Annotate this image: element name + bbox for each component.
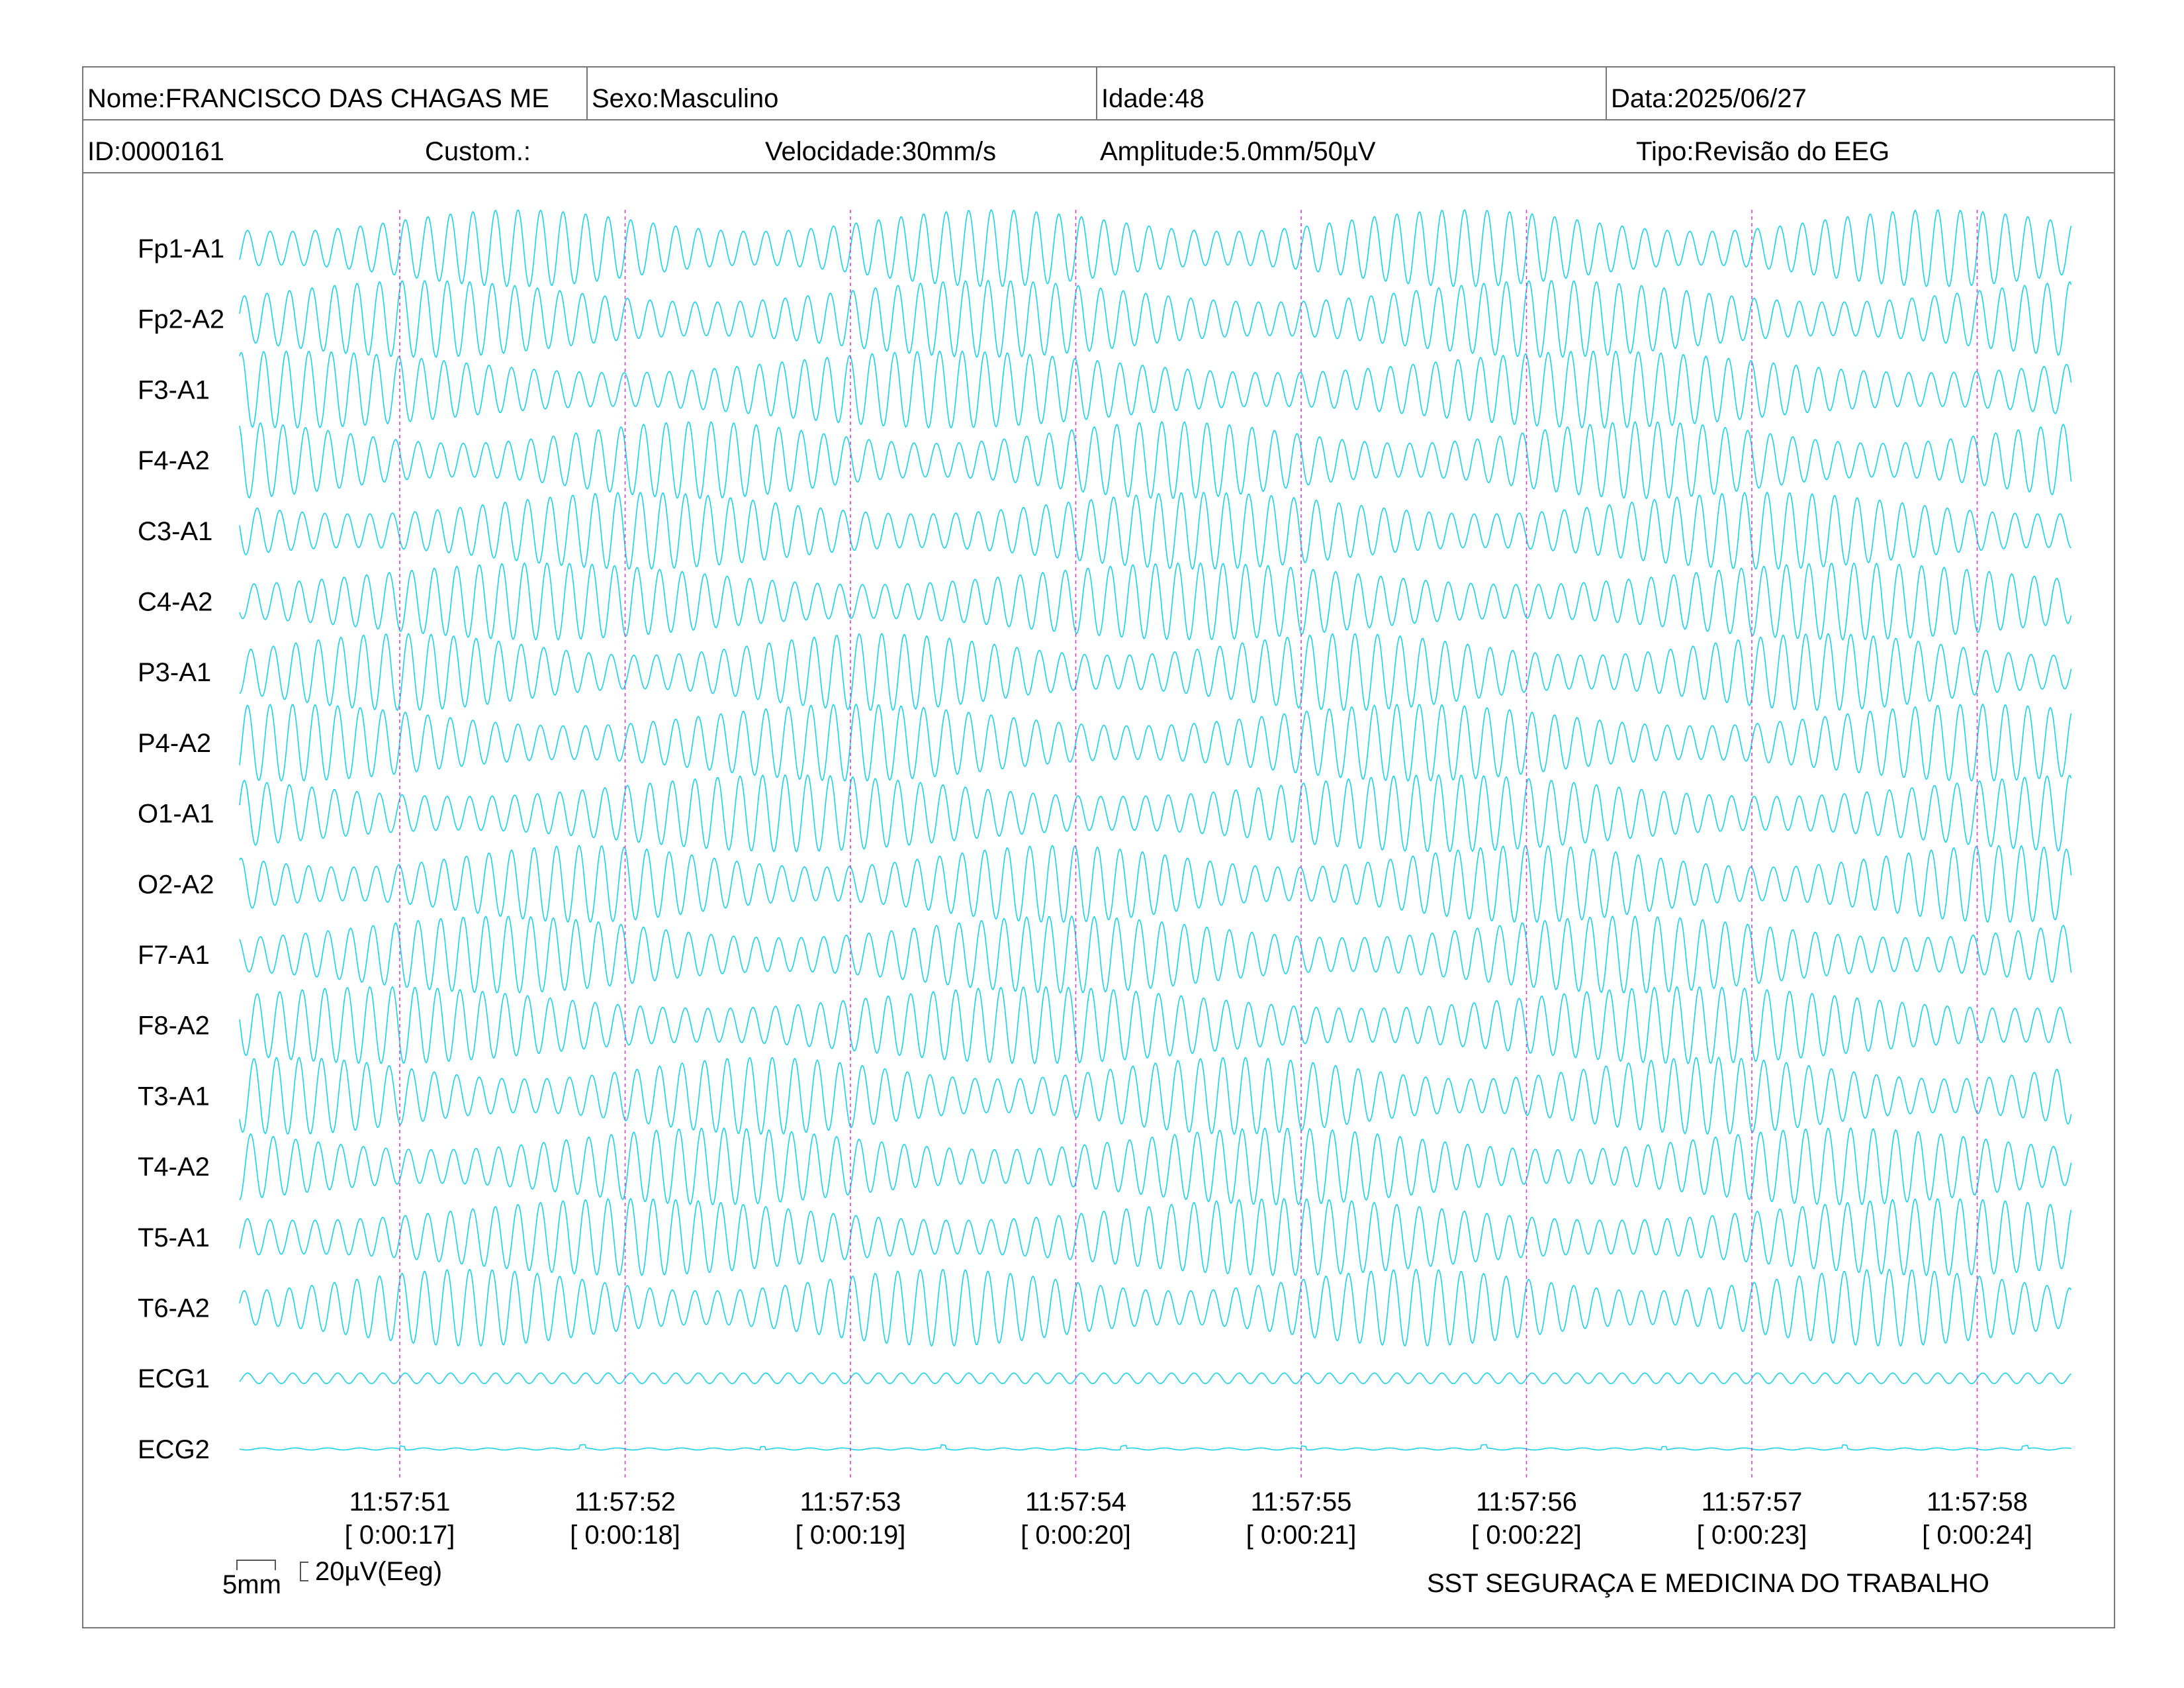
time-marker: 11:57:56 [ 0:00:22] [1471,210,1582,1550]
time-elapsed-label: [ 0:00:21] [1246,1521,1357,1550]
channel-label: O1-A1 [138,800,214,829]
patient-id: ID:0000161 [87,137,224,166]
channel-c3-a1: C3-A1 [138,491,2072,571]
trace-line [239,350,2072,429]
time-marker: 11:57:54 [ 0:00:20] [1021,210,1131,1550]
channel-label: F8-A2 [138,1011,210,1041]
channel-p4-a2: P4-A2 [138,703,2072,782]
channel-o2-a2: O2-A2 [138,844,2072,923]
trace-line [239,703,2072,782]
trace-line [239,1056,2072,1135]
channel-label: Fp2-A2 [138,305,224,334]
channel-label: T3-A1 [138,1082,210,1111]
time-clock-label: 11:57:57 [1702,1487,1803,1517]
channel-label: T4-A2 [138,1152,210,1182]
time-elapsed-label: [ 0:00:20] [1021,1521,1131,1550]
scale-bar-amplitude [300,1562,308,1581]
trace-line [239,420,2072,500]
time-clock-label: 11:57:51 [349,1487,451,1517]
trace-line [239,1444,2071,1451]
trace-line [239,562,2072,641]
channel-t6-a2: T6-A2 [138,1268,2072,1347]
time-clock-label: 11:57:56 [1476,1487,1577,1517]
trace-line [239,209,2072,288]
channel-label: ECG1 [138,1364,210,1393]
custom-field: Custom.: [425,137,531,166]
trace-line [239,491,2072,571]
time-elapsed-label: [ 0:00:18] [570,1521,680,1550]
channel-label: P4-A2 [138,729,211,758]
exam-date: Data:2025/06/27 [1606,68,2115,120]
eeg-report: Nome:FRANCISCO DAS CHAGAS ME Sexo:Mascul… [82,66,2115,1628]
time-marker: 11:57:58 [ 0:00:24] [1922,210,2032,1550]
channel-t3-a1: T3-A1 [138,1056,2072,1135]
channel-f3-a1: F3-A1 [138,350,2072,429]
trace-line [239,1372,2072,1385]
channel-label: P3-A1 [138,658,211,687]
time-elapsed-label: [ 0:00:19] [796,1521,906,1550]
channel-label: C4-A2 [138,588,212,617]
time-elapsed-label: [ 0:00:24] [1922,1521,2032,1550]
time-clock-label: 11:57:54 [1025,1487,1126,1517]
time-elapsed-label: [ 0:00:22] [1471,1521,1582,1550]
time-marker: 11:57:57 [ 0:00:23] [1697,210,1807,1550]
channel-t4-a2: T4-A2 [138,1127,2072,1206]
time-clock-label: 11:57:52 [574,1487,676,1517]
channel-label: Fp1-A1 [138,234,224,263]
trace-line [239,1197,2072,1277]
channel-label: F4-A2 [138,446,210,475]
channel-fp2-a2: Fp2-A2 [138,279,2072,359]
channel-f7-a1: F7-A1 [138,915,2072,994]
channel-ecg1: ECG1 [138,1364,2072,1393]
header-row-patient: Nome:FRANCISCO DAS CHAGAS ME Sexo:Mascul… [83,68,2114,120]
channel-c4-a2: C4-A2 [138,562,2072,641]
channel-o1-a1: O1-A1 [138,774,2072,853]
trace-line [239,774,2072,853]
time-clock-label: 11:57:55 [1251,1487,1352,1517]
time-elapsed-label: [ 0:00:23] [1697,1521,1807,1550]
channel-label: F3-A1 [138,375,210,404]
exam-type: Tipo:Revisão do EEG [1636,137,1890,166]
paper-speed: Velocidade:30mm/s [765,137,997,166]
channel-label: T6-A2 [138,1294,210,1323]
channel-ecg2: ECG2 [138,1435,2071,1464]
time-clock-label: 11:57:53 [800,1487,901,1517]
patient-age: Idade:48 [1096,68,1606,120]
time-marker: 11:57:51 [ 0:00:17] [345,210,455,1550]
trace-line [239,1127,2072,1206]
time-elapsed-label: [ 0:00:17] [345,1521,455,1550]
channel-f4-a2: F4-A2 [138,420,2072,500]
channel-p3-a1: P3-A1 [138,632,2072,712]
scale-amplitude-label: 20µV(Eeg) [315,1557,443,1586]
trace-line [239,986,2072,1065]
patient-sex: Sexo:Masculino [586,68,1096,120]
amplitude-setting: Amplitude:5.0mm/50µV [1100,137,1376,166]
channel-label: F7-A1 [138,941,210,970]
time-marker: 11:57:55 [ 0:00:21] [1246,210,1357,1550]
company-name: SST SEGURAÇA E MEDICINA DO TRABALHO [1427,1569,1989,1598]
time-marker: 11:57:52 [ 0:00:18] [570,210,680,1550]
header-row-exam: ID:0000161 Custom.: Velocidade:30mm/s Am… [83,120,2114,173]
patient-name: Nome:FRANCISCO DAS CHAGAS ME [87,84,549,113]
trace-line [239,632,2072,712]
channel-label: O2-A2 [138,870,214,899]
scale-bar-time [236,1560,276,1570]
channel-label: T5-A1 [138,1223,210,1252]
trace-line [239,279,2072,359]
eeg-chart: Fp1-A1 Fp2-A2 F3-A1 F4-A2 C3-A1 C4-A2 P3-A1 P4-… [138,209,2072,1581]
trace-line [239,915,2072,994]
channel-f8-a2: F8-A2 [138,986,2072,1065]
time-marker: 11:57:53 [ 0:00:19] [796,210,906,1550]
channel-fp1-a1: Fp1-A1 [138,209,2072,288]
scale-time-label: 5mm [222,1570,281,1599]
channel-label: C3-A1 [138,517,212,546]
trace-line [239,844,2072,923]
time-clock-label: 11:57:58 [1927,1487,2028,1517]
trace-line [239,1268,2072,1347]
channel-t5-a1: T5-A1 [138,1197,2072,1277]
channel-label: ECG2 [138,1435,210,1464]
